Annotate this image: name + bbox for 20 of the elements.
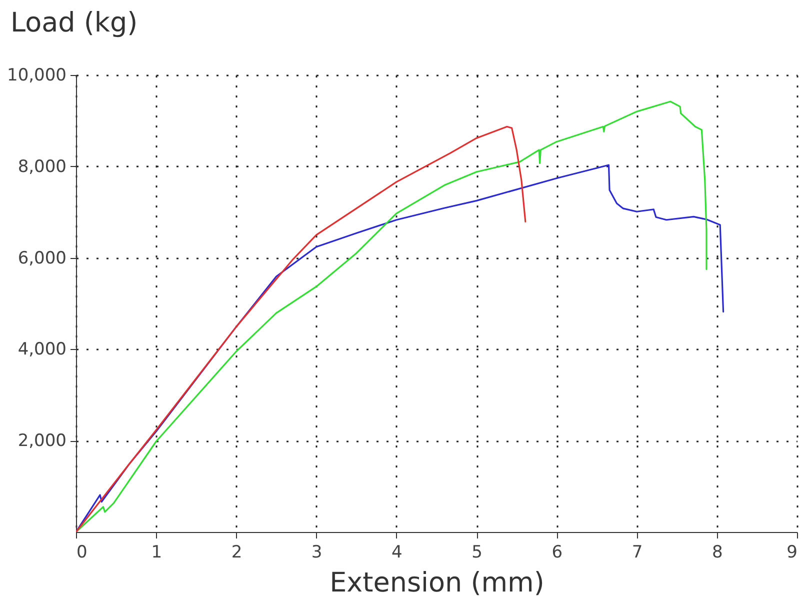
y-tick-label: 10,000 [7, 66, 66, 86]
x-tick-label: 6 [552, 542, 563, 562]
x-axis-title: Extension (mm) [330, 568, 544, 598]
y-axis-title: Load (kg) [10, 8, 138, 38]
x-tick-label: 1 [151, 542, 162, 562]
x-tick-label: 3 [311, 542, 322, 562]
y-tick-label: 2,000 [18, 431, 66, 452]
line-series [76, 164, 724, 532]
line-series [76, 100, 708, 532]
x-tick-label: 2 [231, 542, 242, 562]
y-tick-label: 6,000 [18, 248, 66, 268]
x-tick-label: 5 [472, 542, 482, 562]
x-tick-label: 7 [632, 542, 643, 562]
y-tick-label: 8,000 [18, 156, 66, 177]
x-tick-label: 9 [786, 542, 798, 562]
x-tick-label: 8 [712, 542, 723, 562]
x-tick-label: 4 [392, 542, 402, 562]
y-tick-label: 4,000 [18, 340, 66, 360]
line-series [76, 126, 526, 532]
x-tick-label: 0 [76, 542, 88, 562]
